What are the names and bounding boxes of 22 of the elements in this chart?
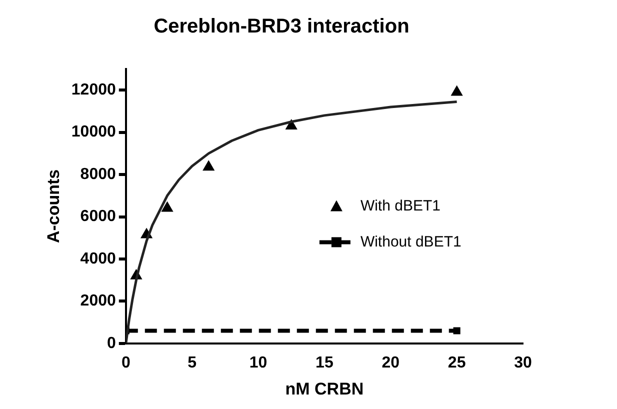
legend-label: With dBET1 [360,197,440,214]
y-tick-label: 2000 [80,292,116,310]
y-axis-title: A-counts [44,169,63,244]
y-tick-label: 0 [106,334,116,352]
x-tick-label: 10 [249,354,268,372]
chart-title: Cereblon-BRD3 interaction [154,16,410,38]
y-tick-label: 4000 [80,250,116,268]
y-tick-label: 12000 [71,82,116,99]
x-tick-label: 20 [382,354,400,372]
x-tick-label: 25 [448,354,466,372]
x-tick-label: 30 [514,354,532,372]
y-tick-label: 8000 [80,166,116,183]
x-tick-label: 15 [316,354,334,372]
x-axis-title: nM CRBN [285,379,364,398]
y-tick-label: 6000 [80,208,116,226]
y-tick-label: 10000 [71,124,116,141]
point [202,160,215,171]
x-tick-label: 0 [121,354,130,372]
x-tick-label: 5 [188,354,197,372]
point [161,201,174,212]
point [450,85,463,96]
legend-label: Without dBET1 [360,233,462,250]
